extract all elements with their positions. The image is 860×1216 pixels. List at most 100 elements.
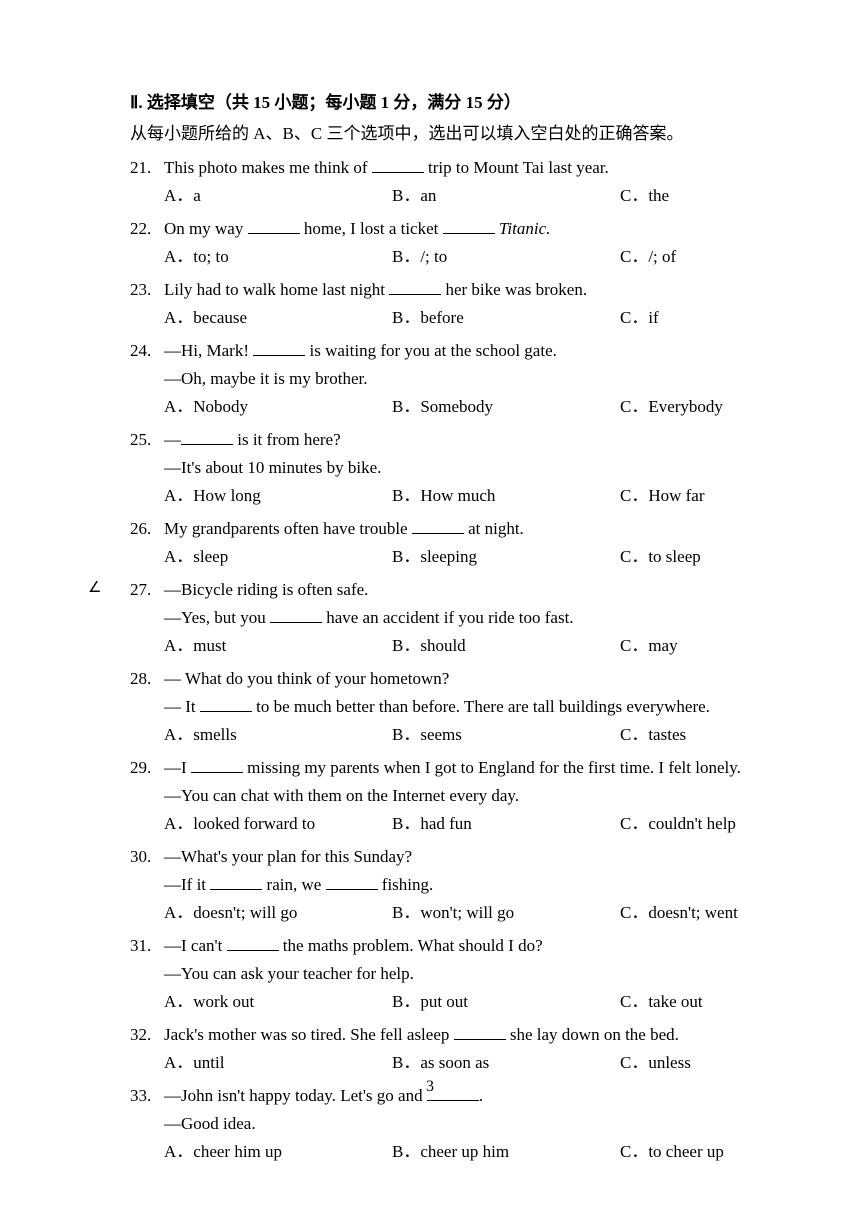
question-22: 22.On my way home, I lost a ticket Titan… <box>130 215 820 271</box>
question-text: — What do you think of your hometown? <box>164 665 820 693</box>
question-24: 24.—Hi, Mark! is waiting for you at the … <box>130 337 820 421</box>
option-a: A．a <box>164 182 392 210</box>
option-a: A．work out <box>164 988 392 1016</box>
option-c: C．may <box>620 632 820 660</box>
question-number: 32. <box>130 1021 164 1049</box>
options-row: A．How longB．How muchC．How far <box>164 482 820 510</box>
option-c: C．How far <box>620 482 820 510</box>
question-text: Lily had to walk home last night her bik… <box>164 276 820 304</box>
question-sub: —It's about 10 minutes by bike. <box>164 454 820 482</box>
question-25: 25.— is it from here?—It's about 10 minu… <box>130 426 820 510</box>
options-row: A．work outB．put outC．take out <box>164 988 820 1016</box>
option-c: C．/; of <box>620 243 820 271</box>
question-number: 22. <box>130 215 164 243</box>
option-a: A．How long <box>164 482 392 510</box>
question-sub: —Yes, but you have an accident if you ri… <box>164 604 820 632</box>
option-c: C．if <box>620 304 820 332</box>
question-number: 27. <box>130 576 164 604</box>
option-b: B．put out <box>392 988 620 1016</box>
question-number: 28. <box>130 665 164 693</box>
option-a: A．sleep <box>164 543 392 571</box>
option-b: B．seems <box>392 721 620 749</box>
option-b: B．an <box>392 182 620 210</box>
option-a: A．cheer him up <box>164 1138 392 1166</box>
question-26: 26.My grandparents often have trouble at… <box>130 515 820 571</box>
options-row: A．to; toB．/; toC．/; of <box>164 243 820 271</box>
option-b: B．as soon as <box>392 1049 620 1077</box>
options-row: A．mustB．shouldC．may <box>164 632 820 660</box>
option-a: A．smells <box>164 721 392 749</box>
question-21: 21.This photo makes me think of trip to … <box>130 154 820 210</box>
option-c: C．doesn't; went <box>620 899 820 927</box>
option-c: C．couldn't help <box>620 810 820 838</box>
question-text: Jack's mother was so tired. She fell asl… <box>164 1021 820 1049</box>
section-header: Ⅱ. 选择填空（共 15 小题；每小题 1 分，满分 15 分） <box>130 88 820 113</box>
option-b: B．How much <box>392 482 620 510</box>
question-number: 25. <box>130 426 164 454</box>
option-c: C．unless <box>620 1049 820 1077</box>
options-row: A．aB．anC．the <box>164 182 820 210</box>
option-c: C．tastes <box>620 721 820 749</box>
option-c: C．to cheer up <box>620 1138 820 1166</box>
question-text: —I can't the maths problem. What should … <box>164 932 820 960</box>
question-28: 28.— What do you think of your hometown?… <box>130 665 820 749</box>
question-text: —Hi, Mark! is waiting for you at the sch… <box>164 337 820 365</box>
question-sub: —You can ask your teacher for help. <box>164 960 820 988</box>
question-text: My grandparents often have trouble at ni… <box>164 515 820 543</box>
page-number: 3 <box>0 1078 860 1096</box>
option-a: A．until <box>164 1049 392 1077</box>
question-31: 31.—I can't the maths problem. What shou… <box>130 932 820 1016</box>
question-number: 23. <box>130 276 164 304</box>
question-number: 31. <box>130 932 164 960</box>
option-a: A．to; to <box>164 243 392 271</box>
question-text: —What's your plan for this Sunday? <box>164 843 820 871</box>
question-text: — is it from here? <box>164 426 820 454</box>
option-a: A．must <box>164 632 392 660</box>
option-b: B．cheer up him <box>392 1138 620 1166</box>
option-a: A．doesn't; will go <box>164 899 392 927</box>
margin-mark: ∠ <box>88 578 101 597</box>
option-a: A．because <box>164 304 392 332</box>
question-number: 30. <box>130 843 164 871</box>
option-c: C．take out <box>620 988 820 1016</box>
option-b: B．before <box>392 304 620 332</box>
question-text: —Bicycle riding is often safe. <box>164 576 820 604</box>
options-row: A．untilB．as soon asC．unless <box>164 1049 820 1077</box>
question-sub: —Oh, maybe it is my brother. <box>164 365 820 393</box>
option-a: A．looked forward to <box>164 810 392 838</box>
question-text: This photo makes me think of trip to Mou… <box>164 154 820 182</box>
options-row: A．cheer him upB．cheer up himC．to cheer u… <box>164 1138 820 1166</box>
question-sub: —Good idea. <box>164 1110 820 1138</box>
question-27: 27.—Bicycle riding is often safe.—Yes, b… <box>130 576 820 660</box>
question-sub: — It to be much better than before. Ther… <box>164 693 820 721</box>
option-b: B．should <box>392 632 620 660</box>
option-b: B．/; to <box>392 243 620 271</box>
question-number: 24. <box>130 337 164 365</box>
options-row: A．smellsB．seemsC．tastes <box>164 721 820 749</box>
question-text: On my way home, I lost a ticket Titanic. <box>164 215 820 243</box>
question-sub: —You can chat with them on the Internet … <box>164 782 820 810</box>
question-30: 30.—What's your plan for this Sunday?—If… <box>130 843 820 927</box>
question-number: 21. <box>130 154 164 182</box>
option-c: C．to sleep <box>620 543 820 571</box>
question-sub: —If it rain, we fishing. <box>164 871 820 899</box>
question-32: 32.Jack's mother was so tired. She fell … <box>130 1021 820 1077</box>
option-b: B．Somebody <box>392 393 620 421</box>
question-number: 29. <box>130 754 164 782</box>
question-23: 23.Lily had to walk home last night her … <box>130 276 820 332</box>
question-number: 26. <box>130 515 164 543</box>
option-b: B．had fun <box>392 810 620 838</box>
instructions: 从每小题所给的 A、B、C 三个选项中，选出可以填入空白处的正确答案。 <box>130 119 820 144</box>
option-c: C．the <box>620 182 820 210</box>
options-row: A．looked forward toB．had funC．couldn't h… <box>164 810 820 838</box>
option-a: A．Nobody <box>164 393 392 421</box>
options-row: A．becauseB．beforeC．if <box>164 304 820 332</box>
questions-container: 21.This photo makes me think of trip to … <box>88 154 820 1166</box>
question-text: —I missing my parents when I got to Engl… <box>164 754 820 782</box>
options-row: A．NobodyB．SomebodyC．Everybody <box>164 393 820 421</box>
option-b: B．sleeping <box>392 543 620 571</box>
option-b: B．won't; will go <box>392 899 620 927</box>
options-row: A．doesn't; will goB．won't; will goC．does… <box>164 899 820 927</box>
options-row: A．sleepB．sleepingC．to sleep <box>164 543 820 571</box>
question-29: 29.—I missing my parents when I got to E… <box>130 754 820 838</box>
